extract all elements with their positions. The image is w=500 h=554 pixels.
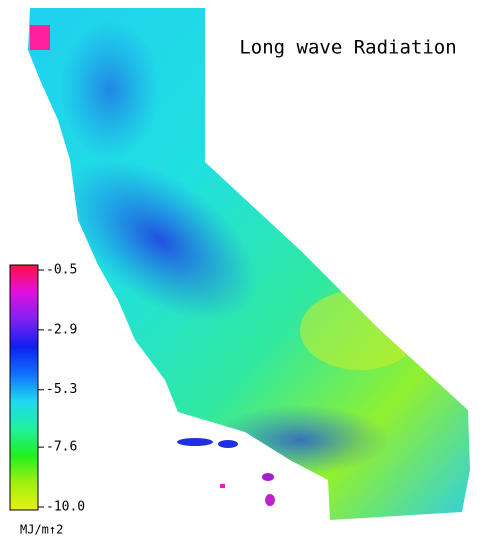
colorbar-tick-label: -2.9 bbox=[46, 322, 77, 337]
colorbar: -0.5 -2.9 -5.3 -7.6 -10.0 MJ/m↑2 bbox=[9, 263, 85, 537]
island bbox=[262, 473, 274, 481]
colorbar-fill bbox=[9, 264, 39, 511]
california-map bbox=[28, 8, 470, 520]
map-title: Long wave Radiation bbox=[239, 37, 456, 59]
colorbar-tick-label: -5.3 bbox=[46, 382, 77, 397]
colorbar-unit: MJ/m↑2 bbox=[20, 523, 63, 537]
island bbox=[177, 438, 213, 446]
colorbar-tick-label: -10.0 bbox=[46, 500, 85, 515]
island bbox=[265, 494, 275, 506]
island bbox=[220, 484, 225, 488]
colorbar-tick-label: -0.5 bbox=[46, 263, 77, 278]
island bbox=[218, 440, 238, 448]
colorbar-tick-label: -7.6 bbox=[46, 440, 77, 455]
